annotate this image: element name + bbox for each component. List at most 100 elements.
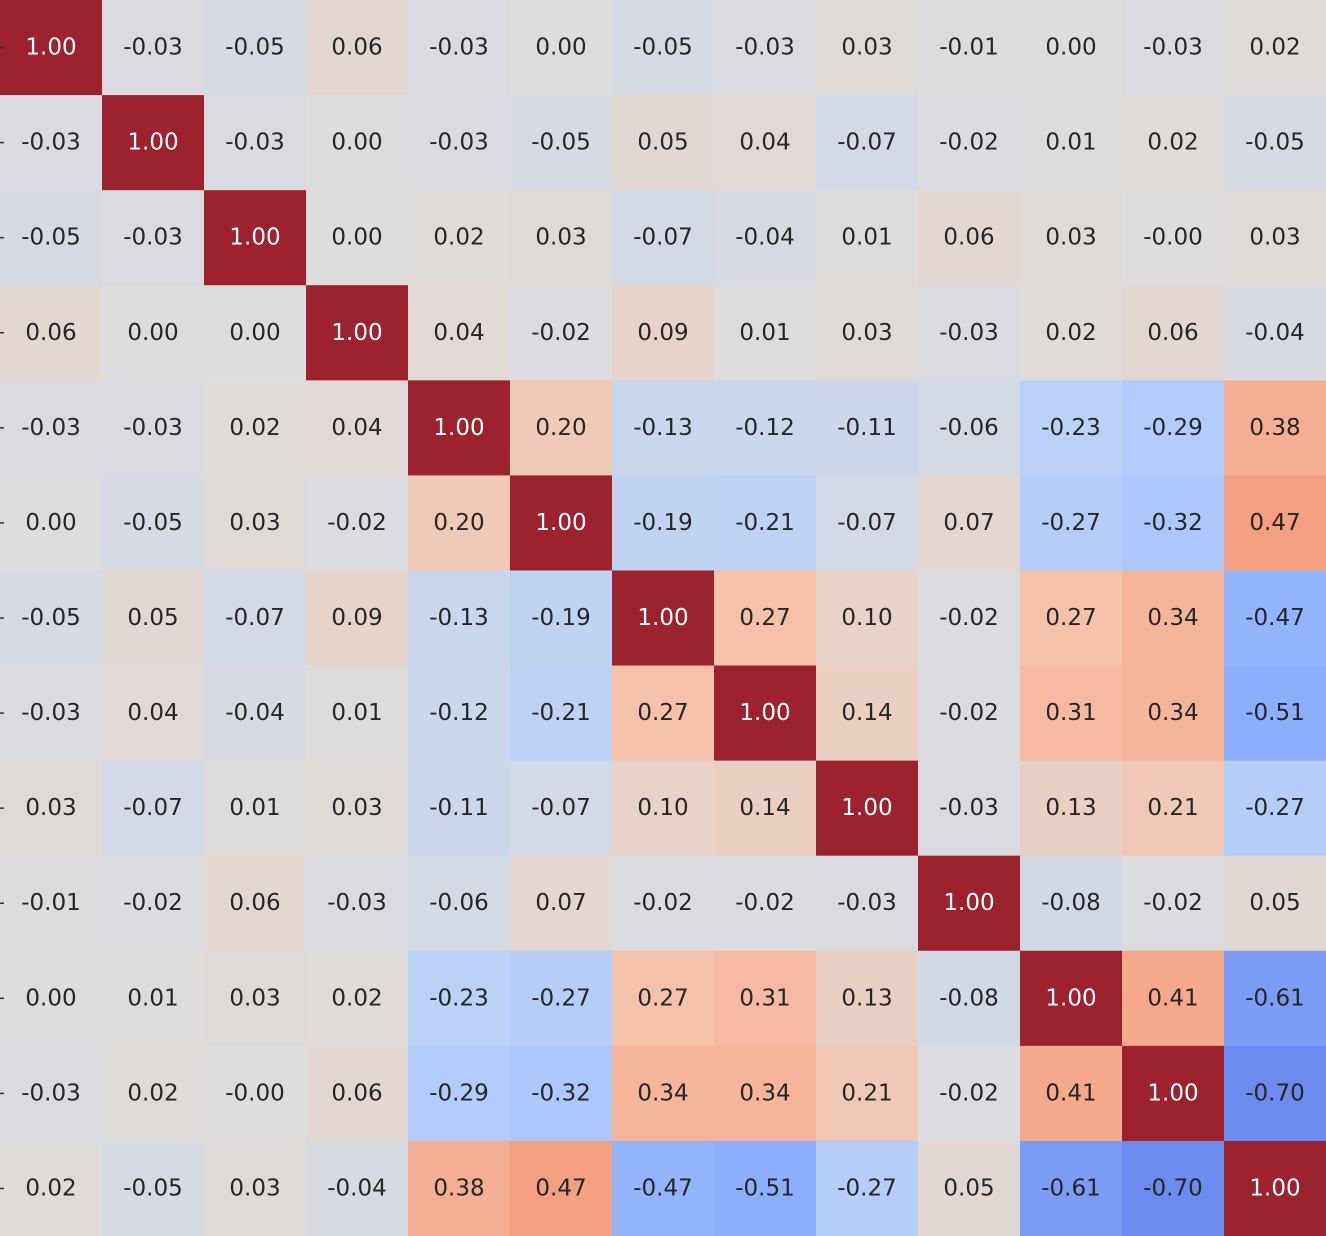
cell-value-label: 0.31 <box>1045 700 1096 726</box>
heatmap-cell <box>306 0 409 96</box>
heatmap-cell <box>1224 190 1326 286</box>
cell-value-label: -0.02 <box>939 605 999 631</box>
heatmap-cell <box>612 1045 715 1142</box>
cell-value-label: 0.07 <box>535 890 586 916</box>
heatmap-cell <box>306 190 409 286</box>
cell-value-label: -0.06 <box>939 415 999 441</box>
heatmap-cell <box>0 570 103 667</box>
cell-value-label: 0.06 <box>331 35 382 61</box>
heatmap-cell <box>1020 380 1123 476</box>
heatmap-cell <box>918 1140 1021 1236</box>
heatmap-cell <box>816 665 919 762</box>
cell-value-label: -0.21 <box>531 700 591 726</box>
cell-value-label: -0.27 <box>837 1175 897 1201</box>
cell-value-label: -0.03 <box>735 35 795 61</box>
heatmap-cell <box>1020 1045 1123 1142</box>
heatmap-cell <box>1122 0 1225 96</box>
heatmap-cell <box>918 0 1021 96</box>
cell-value-label: 0.02 <box>1045 320 1096 346</box>
heatmap-cell <box>1020 475 1123 572</box>
heatmap-cell <box>918 570 1021 667</box>
cell-value-label: 0.27 <box>739 605 790 631</box>
cell-value-label: -0.13 <box>429 605 489 631</box>
cell-value-label: 0.06 <box>229 890 280 916</box>
cell-value-label: 0.13 <box>1045 795 1096 821</box>
cell-value-label: -0.07 <box>633 225 693 251</box>
heatmap-cell <box>204 95 307 191</box>
heatmap-cell <box>408 95 511 191</box>
heatmap-cell <box>0 760 103 857</box>
heatmap-cell <box>1020 950 1123 1047</box>
heatmap-cell <box>102 475 205 572</box>
cell-value-label: -0.05 <box>531 130 591 156</box>
heatmap-cell <box>510 95 613 191</box>
heatmap-cell <box>204 760 307 857</box>
cell-value-label: 0.00 <box>25 985 76 1011</box>
cell-value-label: -0.07 <box>225 605 285 631</box>
heatmap-cell <box>0 285 103 381</box>
cell-value-label: 0.27 <box>637 985 688 1011</box>
cell-value-label: -0.03 <box>123 35 183 61</box>
cell-value-label: 0.03 <box>229 1175 280 1201</box>
heatmap-cell <box>0 95 103 191</box>
heatmap-cell <box>1020 570 1123 667</box>
cell-value-label: 0.41 <box>1147 985 1198 1011</box>
heatmap-cell <box>816 855 919 952</box>
heatmap-cell <box>816 475 919 572</box>
cell-value-label: 0.05 <box>943 1175 994 1201</box>
heatmap-cell <box>1122 95 1225 191</box>
heatmap-cell <box>816 95 919 191</box>
cell-value-label: 0.00 <box>1045 35 1096 61</box>
heatmap-cell <box>306 1045 409 1142</box>
heatmap-cell <box>714 380 817 476</box>
heatmap-cell <box>0 475 103 572</box>
heatmap-cell <box>408 380 511 476</box>
cell-value-label: 0.01 <box>331 700 382 726</box>
cell-value-label: 0.05 <box>1249 890 1300 916</box>
cell-value-label: 0.03 <box>1045 225 1096 251</box>
cell-value-label: -0.05 <box>21 225 81 251</box>
heatmap-cell <box>612 950 715 1047</box>
heatmap-cell <box>102 285 205 381</box>
heatmap-cell <box>1020 95 1123 191</box>
heatmap-cell <box>0 190 103 286</box>
heatmap-cell <box>816 570 919 667</box>
heatmap-cell <box>1122 950 1225 1047</box>
cell-value-label: -0.21 <box>735 510 795 536</box>
heatmap-cell <box>612 1140 715 1236</box>
cell-value-label: 0.14 <box>841 700 892 726</box>
cell-value-label: -0.61 <box>1245 985 1305 1011</box>
heatmap-cell <box>714 760 817 857</box>
cell-value-label: -0.11 <box>837 415 897 441</box>
heatmap-cell <box>918 475 1021 572</box>
cell-value-label: 1.00 <box>433 415 484 441</box>
cell-value-label: 1.00 <box>535 510 586 536</box>
heatmap-cell <box>714 855 817 952</box>
heatmap-cell <box>102 855 205 952</box>
cell-value-label: 0.20 <box>433 510 484 536</box>
heatmap-cell <box>714 475 817 572</box>
heatmap-cell <box>204 665 307 762</box>
cell-value-label: 0.00 <box>25 510 76 536</box>
heatmap-cell <box>102 190 205 286</box>
heatmap-cell <box>408 1140 511 1236</box>
cell-value-label: -0.03 <box>21 1080 81 1106</box>
heatmap-cell <box>918 1045 1021 1142</box>
heatmap-cell <box>1224 1045 1326 1142</box>
heatmap-cell <box>102 950 205 1047</box>
cell-value-label: 1.00 <box>127 130 178 156</box>
heatmap-cell <box>612 475 715 572</box>
cell-value-label: 1.00 <box>1147 1080 1198 1106</box>
cell-value-label: -0.03 <box>123 225 183 251</box>
heatmap-cell <box>408 760 511 857</box>
heatmap-cell <box>816 190 919 286</box>
heatmap-cell <box>102 1045 205 1142</box>
heatmap-cell <box>1122 665 1225 762</box>
heatmap-cell <box>0 380 103 476</box>
cell-value-label: -0.03 <box>225 130 285 156</box>
cell-value-label: 1.00 <box>1249 1175 1300 1201</box>
cell-value-label: 0.02 <box>229 415 280 441</box>
heatmap-cell <box>1122 570 1225 667</box>
heatmap-cell <box>612 855 715 952</box>
heatmap-cell <box>102 570 205 667</box>
